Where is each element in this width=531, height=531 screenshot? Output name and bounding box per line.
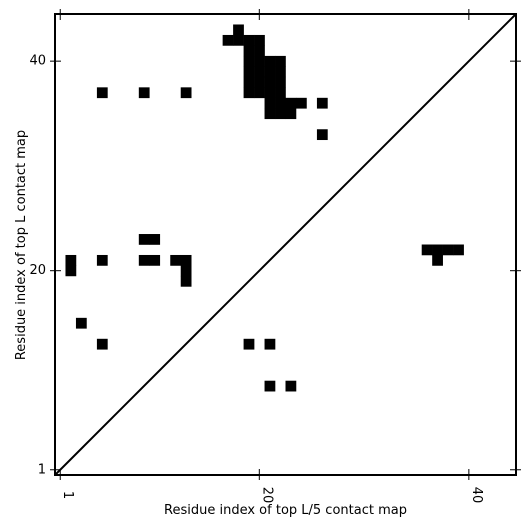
contact-cell-top-l [453, 244, 464, 256]
contact-cell-top-l5 [264, 380, 276, 392]
y-tick-label: 20 [29, 263, 46, 278]
contact-cell-top-l [316, 129, 328, 141]
contact-cell-top-l [275, 87, 286, 99]
contact-cell-top-l [254, 45, 265, 57]
contact-cell-top-l [149, 254, 161, 266]
y-tick-label: 1 [38, 462, 46, 477]
contact-cell-top-l [233, 34, 244, 46]
contact-cell-top-l5 [285, 380, 297, 392]
contact-cell-top-l [275, 76, 286, 88]
contact-cell-top-l5 [264, 338, 276, 350]
contact-cell-top-l [254, 55, 265, 67]
contact-cell-top-l [264, 66, 276, 78]
y-tick-label: 40 [29, 54, 46, 69]
contact-cell-top-l [421, 244, 433, 256]
plot-frame [54, 13, 517, 476]
contact-cell-top-l [96, 87, 108, 99]
contact-cell-top-l [264, 97, 276, 109]
contact-cell-top-l [264, 55, 276, 67]
contact-cell-top-l [316, 97, 328, 109]
contact-cell-top-l [285, 108, 297, 120]
contact-cell-top-l [254, 87, 265, 99]
contact-cell-top-l [264, 87, 276, 99]
x-tick-label: 40 [469, 487, 484, 504]
contact-cell-top-l [264, 108, 276, 120]
contact-cell-top-l [138, 254, 150, 266]
contact-cell-top-l [170, 254, 182, 266]
contact-cell-top-l [243, 55, 255, 67]
contact-cell-top-l [254, 76, 265, 88]
x-axis-title: Residue index of top L/5 contact map [164, 503, 407, 518]
contact-cell-top-l [75, 317, 87, 329]
x-tick-label: 1 [60, 491, 75, 499]
contact-cell-top-l [138, 234, 150, 245]
contact-cell-top-l [65, 254, 77, 266]
contact-cell-top-l [254, 66, 265, 78]
contact-cell-top-l [138, 87, 150, 99]
contact-cell-top-l [96, 338, 108, 350]
contact-cell-top-l [233, 24, 244, 36]
contact-cell-top-l5 [243, 338, 255, 350]
contact-cell-top-l5 [432, 254, 443, 266]
contact-cell-top-l [96, 254, 108, 266]
contact-cells [65, 24, 464, 392]
contact-cell-top-l [180, 275, 192, 287]
contact-cell-top-l [442, 244, 454, 256]
contact-cell-top-l [254, 34, 265, 46]
contact-cell-top-l [275, 66, 286, 78]
contact-cell-top-l [243, 34, 255, 46]
contact-cell-top-l [180, 265, 192, 277]
contact-cell-top-l [243, 76, 255, 88]
contact-cell-top-l [180, 254, 192, 266]
x-tick-label: 20 [259, 487, 274, 504]
contact-cell-top-l [275, 108, 286, 120]
contact-cell-top-l [65, 265, 77, 277]
contact-cell-top-l [222, 34, 234, 46]
contact-cell-top-l [243, 87, 255, 99]
contact-cell-top-l [264, 76, 276, 88]
contact-cell-top-l [295, 97, 307, 109]
contact-cell-top-l [275, 97, 286, 109]
contact-cell-top-l [243, 45, 255, 57]
contact-cell-top-l [432, 244, 443, 256]
contact-cell-top-l [243, 66, 255, 78]
diagonal-line [54, 13, 517, 476]
axis-ticks: 1 20 40 1 20 40 [29, 9, 521, 503]
contact-cell-top-l [149, 234, 161, 245]
y-axis-title: Residue index of top L contact map [14, 130, 29, 360]
contact-cell-top-l [180, 87, 192, 99]
contact-cell-top-l [285, 97, 297, 109]
contact-cell-top-l [275, 55, 286, 67]
